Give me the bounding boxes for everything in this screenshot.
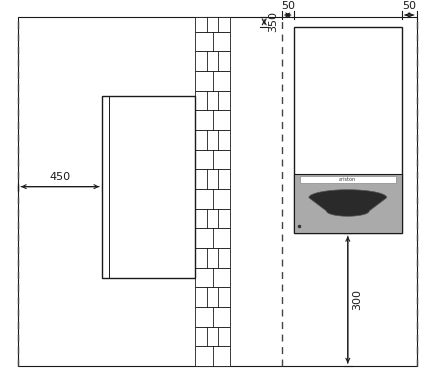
Bar (195, 71, 230, 91)
Bar (195, 91, 230, 111)
Bar (195, 327, 230, 347)
Bar (195, 17, 230, 32)
Text: 450: 450 (49, 172, 71, 182)
Bar (294, 27, 402, 233)
Bar (195, 268, 230, 288)
Bar (195, 209, 230, 229)
Bar (300, 176, 396, 183)
Bar (195, 347, 230, 366)
Text: 50: 50 (281, 1, 295, 11)
Bar (195, 189, 230, 209)
Text: 300: 300 (352, 289, 362, 310)
Bar (195, 248, 230, 268)
Bar (195, 130, 230, 150)
Bar (195, 307, 230, 327)
Bar (195, 170, 230, 189)
Bar (294, 174, 402, 233)
Bar (195, 288, 230, 307)
Bar (195, 150, 230, 170)
Bar (195, 52, 230, 71)
Text: 350: 350 (268, 11, 278, 32)
Bar (195, 32, 230, 52)
Bar (195, 111, 230, 130)
Text: 50: 50 (402, 1, 416, 11)
Bar (195, 229, 230, 248)
Text: ariston: ariston (339, 177, 356, 182)
Polygon shape (309, 190, 387, 216)
Bar (102, 96, 195, 277)
